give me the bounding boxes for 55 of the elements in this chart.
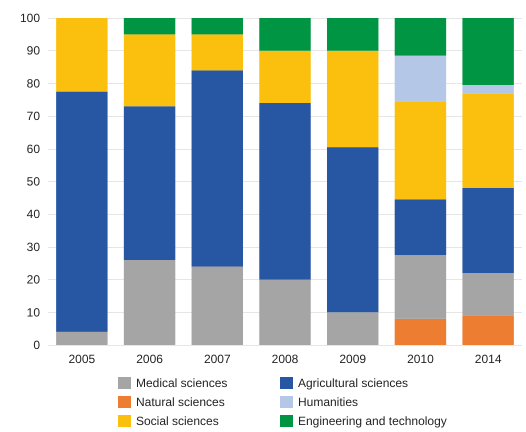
bar	[124, 106, 176, 260]
y-tick-label: 60	[26, 142, 40, 156]
y-tick-label: 90	[26, 44, 40, 58]
x-tick-label: 2005	[68, 352, 96, 366]
bar	[56, 92, 108, 332]
bar	[259, 103, 311, 280]
bar	[192, 34, 244, 70]
x-tick-label: 2009	[339, 352, 366, 366]
bar	[394, 18, 446, 56]
bar	[394, 199, 446, 256]
bar	[124, 18, 176, 34]
bar	[326, 18, 378, 51]
x-tick-label: 2007	[204, 352, 231, 366]
y-tick-label: 100	[20, 11, 40, 25]
bar	[124, 34, 176, 106]
bar	[462, 273, 514, 316]
bar	[124, 260, 176, 345]
bar	[259, 18, 311, 51]
legend-label: Agricultural sciences	[298, 376, 408, 390]
bar	[462, 18, 514, 86]
legend-label: Medical sciences	[136, 376, 228, 390]
bar	[192, 18, 244, 34]
x-tick-label: 2008	[272, 352, 299, 366]
bar	[56, 332, 108, 345]
legend-label: Engineering and technology	[298, 414, 447, 428]
bar	[394, 56, 446, 102]
x-tick-label: 2010	[407, 352, 434, 366]
y-tick-label: 40	[26, 207, 40, 222]
y-tick-label: 50	[26, 174, 40, 188]
bar	[326, 50, 378, 148]
y-tick-label: 10	[26, 305, 40, 320]
bar	[192, 70, 244, 267]
bar	[56, 18, 108, 92]
bar	[259, 280, 311, 345]
bar	[462, 85, 514, 94]
bar	[326, 147, 378, 312]
x-tick-label: 2006	[136, 352, 164, 366]
bar	[394, 318, 446, 345]
bar	[462, 316, 514, 345]
legend-label: Humanities	[298, 395, 358, 409]
bar	[326, 312, 378, 345]
legend-label: Social sciences	[136, 414, 219, 428]
y-tick-label: 70	[26, 109, 40, 124]
y-tick-label: 80	[26, 76, 40, 90]
bar	[394, 101, 446, 200]
bar	[462, 188, 514, 274]
y-tick-label: 0	[33, 338, 40, 352]
bar	[394, 255, 446, 319]
bar	[462, 93, 514, 188]
x-tick-label: 2014	[474, 352, 502, 366]
y-tick-label: 20	[26, 272, 40, 287]
bar	[259, 50, 311, 104]
y-tick-label: 30	[26, 240, 40, 254]
legend-label: Natural sciences	[136, 395, 225, 409]
bar	[192, 266, 244, 345]
